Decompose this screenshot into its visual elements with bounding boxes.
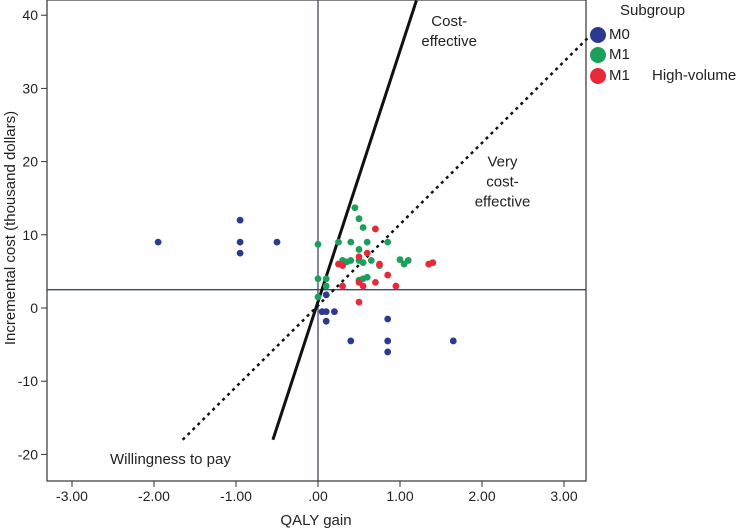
point-m0 (236, 249, 244, 257)
point-m1 (359, 224, 367, 231)
x-tick-label: -3.00 (56, 488, 88, 504)
point-m1-high-volume (429, 259, 437, 267)
point-m1-high-volume (372, 225, 379, 233)
legend-title: Subgroup (620, 2, 686, 19)
point-m1 (396, 256, 404, 264)
point-m1 (314, 240, 322, 248)
point-m1 (363, 238, 371, 246)
x-tick-label: 2.00 (468, 488, 495, 504)
point-m1 (384, 238, 392, 246)
y-tick-label: 30 (22, 80, 38, 96)
x-tick-label: -1.00 (220, 488, 252, 504)
legend-label-m1: M1 (609, 46, 630, 63)
point-m1 (359, 259, 367, 267)
point-m1 (335, 238, 342, 246)
annotations: Cost-effective Very cost-effective Willingn… (110, 13, 530, 468)
data-points (154, 204, 457, 356)
point-m1 (355, 246, 363, 253)
point-m0 (236, 216, 244, 224)
x-tick-label: -2.00 (138, 488, 170, 504)
point-m0 (384, 348, 392, 356)
threshold-line-dotted (181, 36, 590, 441)
legend-label-m1-high-volume: M1 (609, 67, 630, 84)
point-m1 (363, 273, 371, 281)
threshold-line-solid (271, 0, 418, 441)
reference-lines (47, 0, 586, 481)
legend-item-m1: M1 (590, 46, 630, 63)
legend-marker-m1 (590, 46, 606, 63)
threshold-lines (181, 0, 590, 441)
point-m1 (404, 257, 412, 264)
annotation-0: Cost-effective (421, 13, 477, 50)
point-m1-high-volume (363, 249, 371, 257)
point-m0 (273, 238, 281, 246)
point-m1 (355, 215, 363, 223)
x-tick-label: 3.00 (550, 488, 577, 504)
y-tick-label: 0 (30, 300, 38, 316)
point-m0 (347, 337, 355, 345)
y-tick-label: 20 (22, 154, 38, 170)
legend-marker-m1-high-volume (590, 67, 606, 84)
y-tick-label: 10 (22, 227, 38, 243)
x-axis-label: QALY gain (280, 512, 351, 529)
y-tick-label: -10 (18, 373, 38, 389)
plot-frame (46, 0, 587, 482)
point-m0 (322, 317, 330, 325)
point-m0 (154, 238, 162, 246)
point-m1 (314, 293, 322, 301)
point-m0 (384, 315, 392, 323)
point-m0 (322, 308, 330, 316)
y-tick-label: -20 (18, 446, 38, 462)
point-m1 (322, 282, 330, 290)
point-m1 (314, 275, 322, 283)
point-m1-high-volume (384, 271, 392, 279)
point-m1-high-volume (339, 262, 346, 269)
legend-label-m0: M0 (609, 26, 630, 43)
legend-extra-high-volume: High-volume (652, 67, 737, 84)
point-m1-high-volume (339, 282, 346, 290)
x-tick-label: .00 (308, 488, 328, 504)
x-axis-ticks: -3.00 -2.00 -1.00 .00 1.00 2.00 3.00 (56, 481, 578, 504)
legend-marker-m0 (590, 26, 606, 43)
point-m0 (322, 291, 330, 299)
point-m1 (367, 257, 375, 264)
y-tick-label: 40 (22, 7, 38, 23)
point-m1 (347, 257, 355, 264)
point-m0 (331, 308, 338, 316)
point-m1-high-volume (355, 253, 363, 261)
point-m0 (236, 238, 244, 246)
y-axis-ticks: -20 -10 0 10 20 30 40 (18, 7, 47, 462)
point-m1-high-volume (355, 298, 363, 306)
legend-item-m1-high-volume: M1 (590, 67, 630, 84)
point-m0 (384, 337, 392, 345)
annotation-1: Very cost-effective (475, 154, 531, 211)
point-m1 (322, 275, 330, 283)
point-m1-high-volume (359, 282, 367, 290)
point-m1-high-volume (392, 282, 400, 290)
point-m1-high-volume (376, 260, 383, 268)
point-m1-high-volume (372, 278, 379, 286)
point-m0 (449, 337, 457, 345)
annotation-2: Willingness to pay (110, 451, 231, 468)
point-m1 (347, 238, 355, 246)
point-m1 (351, 204, 359, 212)
y-axis-label: Incremental cost (thousand dollars) (2, 111, 19, 345)
legend-item-m0: M0 (590, 26, 630, 43)
x-tick-label: 1.00 (386, 488, 413, 504)
